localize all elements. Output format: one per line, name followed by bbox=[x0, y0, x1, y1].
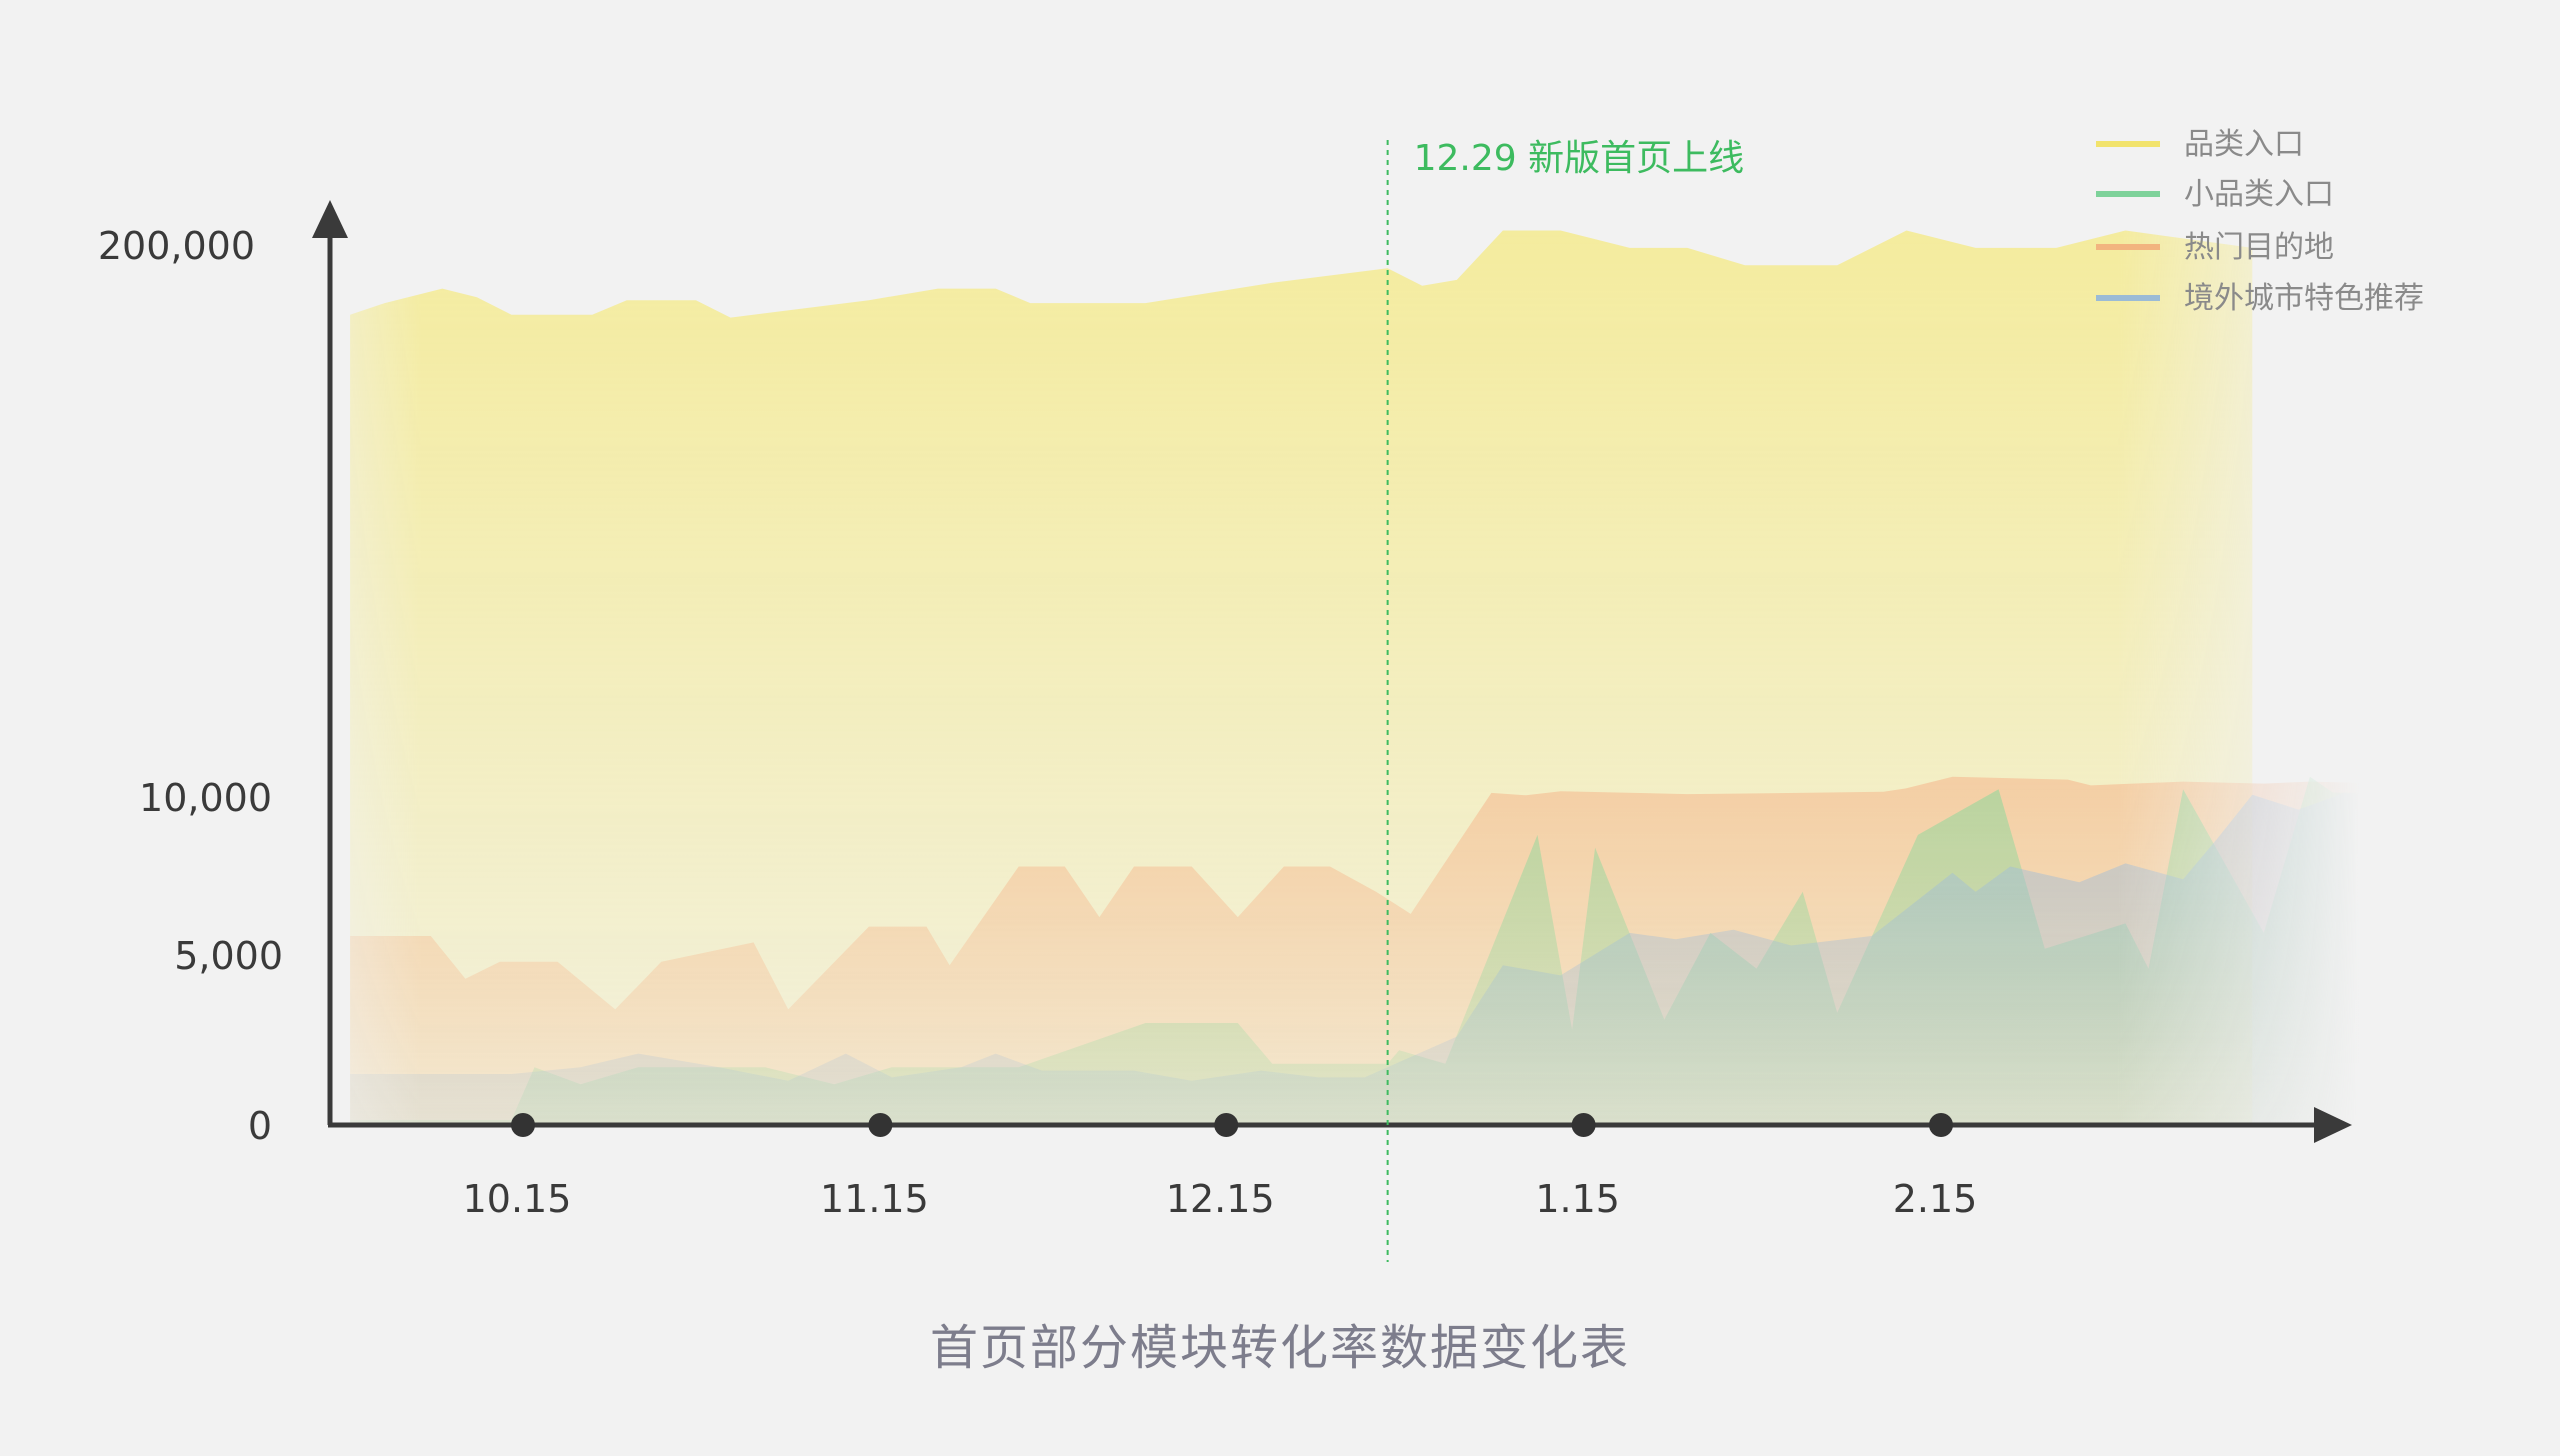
y-tick-label: 200,000 bbox=[98, 224, 255, 268]
launch-label: 12.29 新版首页上线 bbox=[1414, 138, 1745, 179]
y-tick-label: 0 bbox=[248, 1104, 272, 1148]
x-tick-dot bbox=[868, 1113, 893, 1137]
area-series-3 bbox=[350, 792, 2380, 1125]
x-tick-dot bbox=[1571, 1113, 1596, 1137]
y-tick-label: 10,000 bbox=[139, 776, 272, 820]
x-tick-label: 1.15 bbox=[1535, 1177, 1620, 1221]
x-tick-label: 12.15 bbox=[1166, 1177, 1275, 1221]
x-axis bbox=[328, 1107, 2352, 1143]
series-areas bbox=[350, 230, 2380, 1125]
y-tick-label: 5,000 bbox=[174, 934, 283, 978]
x-tick-label: 11.15 bbox=[820, 1177, 929, 1221]
x-tick-label: 10.15 bbox=[463, 1177, 572, 1221]
y-axis bbox=[312, 200, 348, 1125]
y-axis-arrow-icon bbox=[312, 200, 348, 238]
x-tick-dot bbox=[511, 1113, 535, 1137]
x-axis-arrow-icon bbox=[2314, 1107, 2352, 1143]
legend-label: 境外城市特色推荐 bbox=[2184, 281, 2424, 316]
legend-label: 热门目的地 bbox=[2184, 230, 2334, 265]
legend-label: 小品类入口 bbox=[2184, 177, 2334, 212]
y-tick-labels: 0 5,000 10,000 200,000 bbox=[98, 224, 283, 1148]
x-tick-dot bbox=[1214, 1113, 1239, 1137]
chart-title: 首页部分模块转化率数据变化表 bbox=[929, 1320, 1630, 1376]
x-tick-dot bbox=[1929, 1113, 1953, 1137]
legend-label: 品类入口 bbox=[2184, 127, 2304, 162]
x-tick-label: 2.15 bbox=[1893, 1177, 1978, 1221]
x-ticks: 10.15 11.15 12.15 1.15 2.15 bbox=[463, 1113, 1978, 1221]
launch-annotation: 12.29 新版首页上线 bbox=[1386, 138, 1745, 1262]
